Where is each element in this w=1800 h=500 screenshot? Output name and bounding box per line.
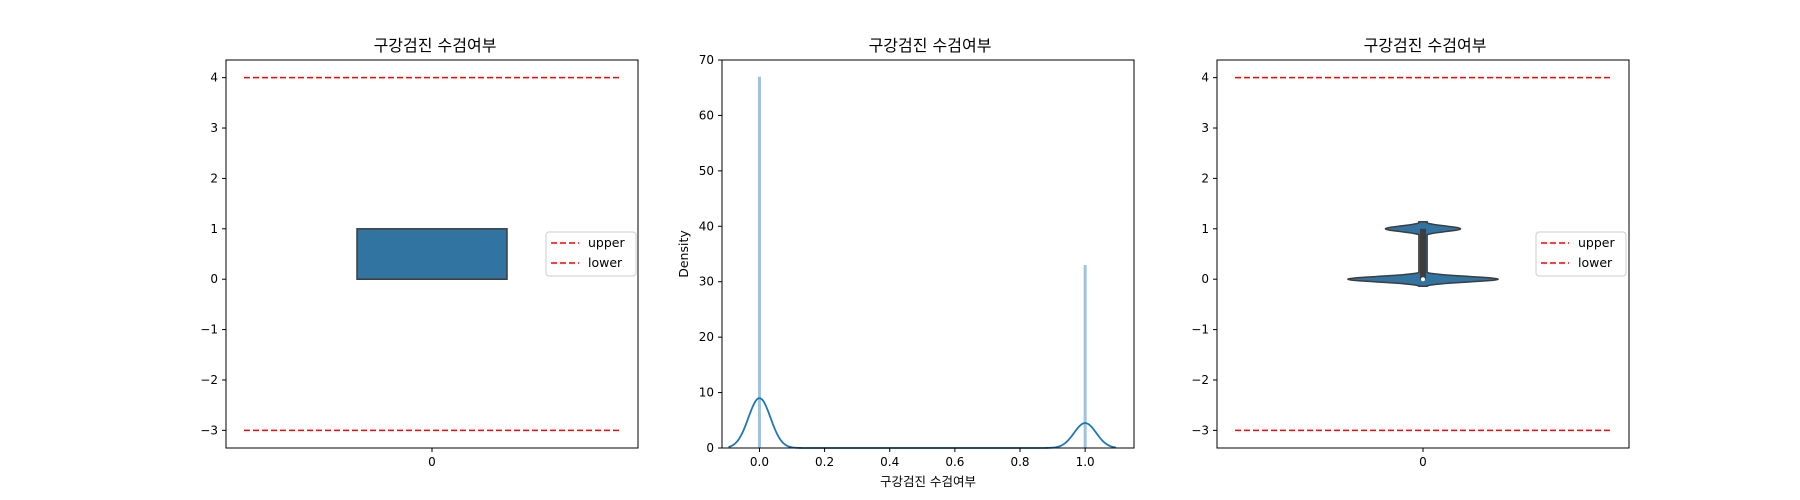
box-plot-axes-frame [225, 59, 639, 449]
histogram-bar-0 [757, 76, 761, 448]
histogram-x-tick-label: 1.0 [1076, 455, 1095, 469]
violin-plot-title: 구강검진 수검여부 [1364, 36, 1487, 55]
violin-median-dot [1421, 277, 1425, 282]
legend-lower-label: lower [588, 255, 623, 270]
histogram-x-tick-label: 0.0 [750, 455, 769, 469]
box-plot-panel: 구강검진 수검여부 −3 −2 −1 0 1 2 3 4 0 upper lower [200, 36, 639, 469]
violin-plot-y-tick-label: −2 [1191, 373, 1209, 387]
violin-plot-y-tick-label: 0 [1201, 272, 1209, 286]
box-plot-y-tick-label: −2 [200, 373, 218, 387]
histogram-axes-frame [721, 59, 1135, 449]
box-plot-y-tick-label: 0 [210, 272, 218, 286]
box-plot-legend: upper lower [545, 231, 637, 277]
histogram-y-tick-label: 20 [699, 330, 714, 344]
histogram-bar-1 [1083, 265, 1087, 448]
box-plot-y-tick-label: 3 [210, 121, 218, 135]
histogram-y-tick-label: 50 [699, 164, 714, 178]
violin-plot-x-tick-label: 0 [1419, 455, 1427, 469]
histogram-y-tick-label: 0 [706, 441, 714, 455]
histogram-x-tick-label: 0.6 [945, 455, 964, 469]
violin-plot-y-tick-label: 1 [1201, 222, 1209, 236]
violin-plot-y-tick-label: 2 [1201, 171, 1209, 185]
violin-plot-legend: upper lower [1535, 231, 1627, 277]
box-plot-iqr-box [356, 228, 508, 280]
box-plot-y-tick-label: −1 [200, 323, 218, 337]
histogram-x-axis-label: 구강검진 수검여부 [880, 474, 976, 489]
violin-plot-panel: 구강검진 수검여부 −3 −2 −1 0 1 2 3 4 0 upper lower [1191, 36, 1630, 469]
box-plot-title: 구강검진 수검여부 [374, 36, 497, 55]
histogram-kde-line [728, 397, 1117, 449]
histogram-y-tick-label: 10 [699, 386, 714, 400]
violin-inner-box [1420, 228, 1426, 280]
histogram-x-tick-label: 0.2 [815, 455, 834, 469]
histogram-y-tick-label: 60 [699, 108, 714, 122]
violin-plot-axes-frame [1216, 59, 1630, 449]
histogram-y-tick-label: 30 [699, 275, 714, 289]
violin-plot-y-tick-label: 3 [1201, 121, 1209, 135]
histogram-title: 구강검진 수검여부 [869, 36, 992, 55]
violin-plot-y-tick-label: −1 [1191, 323, 1209, 337]
legend-upper-label: upper [1578, 235, 1615, 250]
box-plot-y-tick-label: −3 [200, 423, 218, 437]
histogram-y-axis-label: Density [676, 230, 691, 278]
box-plot-y-tick-label: 4 [210, 71, 218, 85]
box-plot-x-tick-label: 0 [428, 455, 436, 469]
histogram-y-tick-label: 70 [699, 53, 714, 67]
box-plot-y-tick-label: 2 [210, 171, 218, 185]
histogram-y-tick-label: 40 [699, 219, 714, 233]
legend-lower-label: lower [1578, 255, 1613, 270]
histogram-x-tick-label: 0.4 [880, 455, 899, 469]
legend-upper-label: upper [588, 235, 625, 250]
violin-plot-y-tick-label: −3 [1191, 423, 1209, 437]
histogram-panel: 구강검진 수검여부 0 10 20 30 40 50 60 70 0.0 0.2 0.4 0.6 0.… [676, 36, 1135, 489]
histogram-x-tick-label: 0.8 [1010, 455, 1029, 469]
box-plot-y-tick-label: 1 [210, 222, 218, 236]
violin-plot-y-tick-label: 4 [1201, 71, 1209, 85]
